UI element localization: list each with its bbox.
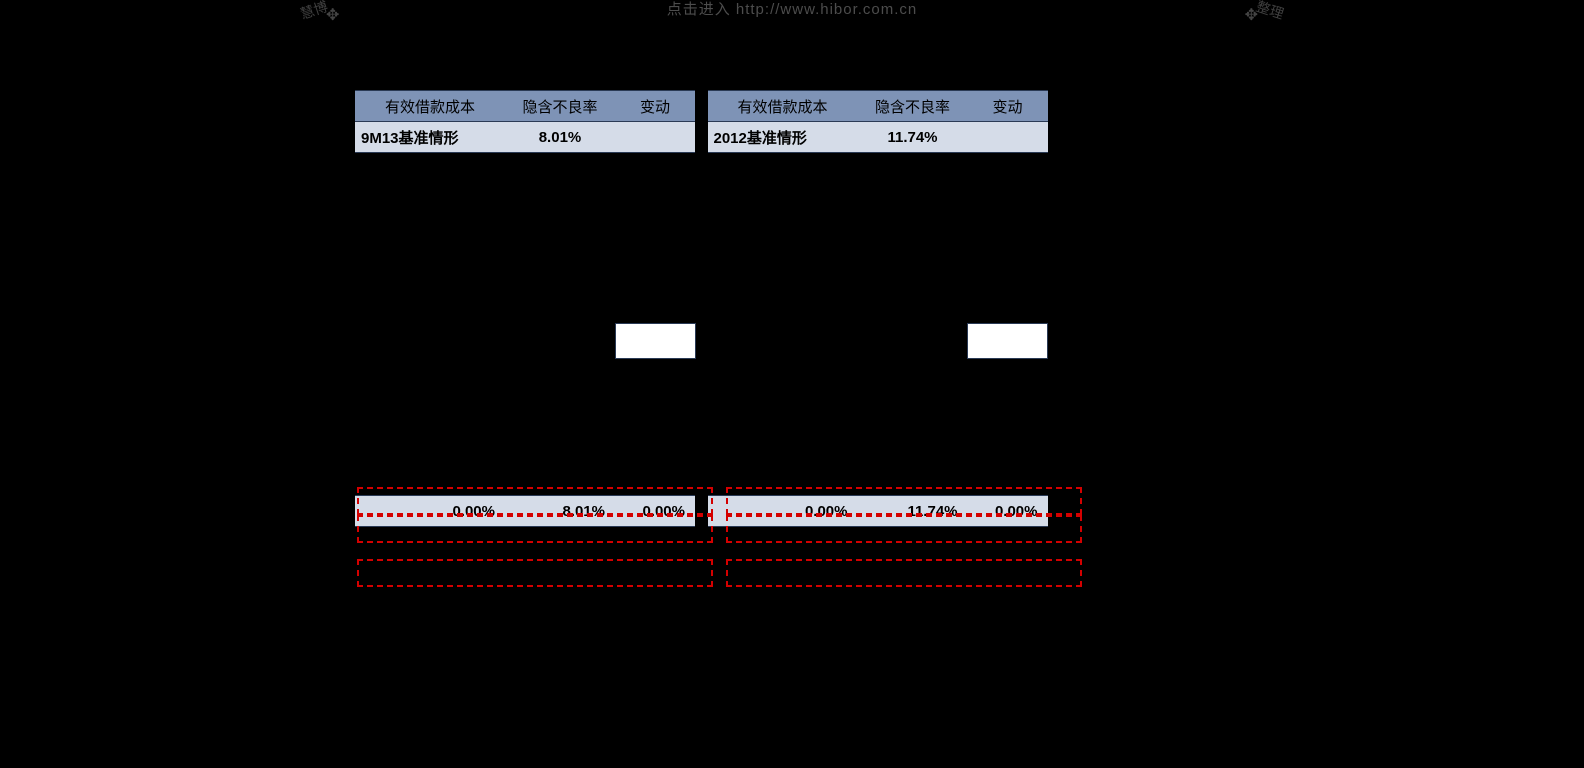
black-row bbox=[355, 153, 695, 188]
tables-container: 有效借款成本 隐含不良率 变动 9M13基准情形 8.01% 0.00% 8.0… bbox=[355, 90, 1048, 527]
black-row bbox=[708, 289, 1048, 324]
black-row bbox=[708, 221, 1048, 255]
black-row bbox=[355, 221, 695, 255]
black-row-with-white-cell bbox=[708, 324, 1048, 359]
black-row bbox=[708, 153, 1048, 188]
black-row bbox=[708, 255, 1048, 289]
black-row bbox=[708, 187, 1048, 221]
black-row bbox=[355, 187, 695, 221]
dashed-box bbox=[726, 515, 1082, 543]
base-label: 2012基准情形 bbox=[708, 122, 858, 153]
black-row bbox=[355, 289, 695, 324]
base-value: 11.74% bbox=[858, 122, 968, 153]
white-cell bbox=[615, 324, 695, 359]
table-right-base-row: 2012基准情形 11.74% bbox=[708, 122, 1048, 153]
col-header: 变动 bbox=[615, 91, 695, 122]
col-header: 有效借款成本 bbox=[708, 91, 858, 122]
watermark-left-icon: ✥ bbox=[326, 5, 339, 25]
dashed-box bbox=[726, 559, 1082, 587]
table-right: 有效借款成本 隐含不良率 变动 2012基准情形 11.74% 0.00% 11… bbox=[708, 90, 1049, 527]
dashed-box bbox=[726, 487, 1082, 515]
table-left-base-row: 9M13基准情形 8.01% bbox=[355, 122, 695, 153]
col-header: 变动 bbox=[968, 91, 1048, 122]
black-row bbox=[355, 427, 695, 461]
table-left-header: 有效借款成本 隐含不良率 变动 bbox=[355, 91, 695, 122]
base-label: 9M13基准情形 bbox=[355, 122, 505, 153]
table-left: 有效借款成本 隐含不良率 变动 9M13基准情形 8.01% 0.00% 8.0… bbox=[355, 90, 696, 527]
black-row bbox=[708, 359, 1048, 394]
table-right-header: 有效借款成本 隐含不良率 变动 bbox=[708, 91, 1048, 122]
watermark-corner-right: 整理 bbox=[1254, 0, 1287, 24]
col-header: 有效借款成本 bbox=[355, 91, 505, 122]
black-row bbox=[355, 359, 695, 394]
black-row-with-white-cell bbox=[355, 324, 695, 359]
white-cell bbox=[968, 324, 1048, 359]
base-change-empty bbox=[615, 122, 695, 153]
black-row bbox=[355, 255, 695, 289]
base-value: 8.01% bbox=[505, 122, 615, 153]
col-header: 隐含不良率 bbox=[858, 91, 968, 122]
watermark-right-icon: ✥ bbox=[1245, 5, 1258, 25]
dashed-box bbox=[357, 559, 713, 587]
black-row bbox=[355, 393, 695, 427]
watermark-top-text: 点击进入 http://www.hibor.com.cn bbox=[667, 0, 918, 19]
dashed-box bbox=[357, 487, 713, 515]
dashed-box bbox=[357, 515, 713, 543]
base-change-empty bbox=[968, 122, 1048, 153]
black-row bbox=[708, 427, 1048, 461]
col-header: 隐含不良率 bbox=[505, 91, 615, 122]
black-row bbox=[708, 393, 1048, 427]
